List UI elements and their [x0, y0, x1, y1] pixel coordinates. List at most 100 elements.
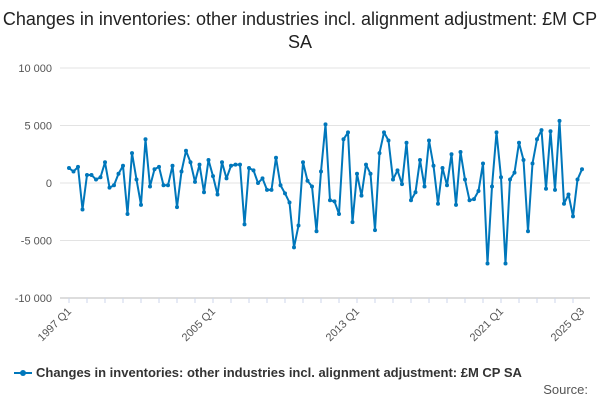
data-point: [229, 163, 233, 168]
data-point: [490, 184, 494, 189]
data-point: [76, 164, 80, 169]
data-point: [580, 167, 584, 172]
data-point: [287, 200, 292, 205]
data-point: [409, 198, 413, 203]
data-point: [332, 199, 337, 204]
data-point: [193, 179, 197, 184]
data-point: [427, 138, 431, 143]
data-point: [247, 166, 251, 171]
data-point: [512, 170, 517, 175]
data-point: [413, 190, 418, 195]
data-point: [116, 171, 121, 176]
data-point: [377, 151, 382, 156]
data-point: [571, 214, 575, 219]
data-point: [233, 162, 238, 167]
data-point: [418, 158, 422, 162]
data-point: [103, 160, 107, 165]
data-point: [476, 189, 481, 194]
data-point: [274, 155, 278, 160]
data-point: [319, 169, 323, 174]
data-point: [175, 205, 179, 210]
data-point: [292, 245, 296, 250]
data-point: [161, 183, 166, 188]
data-point: [521, 158, 526, 162]
data-point: [166, 183, 170, 188]
data-point: [539, 128, 544, 133]
data-point: [508, 177, 512, 182]
data-point: [134, 177, 139, 182]
data-point: [557, 118, 562, 123]
data-point: [202, 190, 206, 195]
source-label: Source:: [543, 382, 588, 397]
x-tick-label: 1997 Q1: [36, 306, 74, 344]
data-point: [548, 129, 553, 134]
data-point: [98, 175, 103, 180]
legend-label: Changes in inventories: other industries…: [36, 365, 522, 380]
data-point: [256, 181, 260, 185]
data-point: [449, 152, 454, 157]
data-point: [364, 162, 368, 167]
data-point: [467, 198, 472, 203]
legend-line-marker-icon: [14, 369, 32, 376]
data-point: [517, 140, 521, 145]
data-point: [328, 198, 332, 203]
data-point: [130, 151, 134, 156]
legend: Changes in inventories: other industries…: [14, 365, 522, 380]
y-tick-label: -10 000: [15, 293, 52, 305]
data-point: [445, 183, 449, 188]
data-point: [179, 169, 184, 174]
y-tick-label: -5 000: [21, 236, 52, 248]
data-point: [251, 168, 256, 173]
y-tick-label: 10 000: [18, 63, 52, 75]
data-point: [125, 212, 130, 217]
data-point: [436, 201, 440, 206]
data-point: [215, 192, 220, 197]
data-point: [305, 178, 310, 183]
data-point: [283, 191, 287, 196]
data-point: [544, 186, 548, 191]
data-point: [391, 177, 395, 182]
data-point: [454, 202, 458, 207]
data-point: [139, 202, 143, 207]
data-point: [184, 148, 188, 153]
data-point: [157, 164, 161, 169]
data-point: [535, 137, 539, 142]
data-point: [310, 184, 314, 189]
data-point: [458, 149, 463, 154]
data-point: [431, 163, 436, 168]
data-point: [575, 177, 580, 182]
x-tick-label: 2013 Q1: [324, 306, 362, 344]
x-tick-label: 2025 Q3: [549, 306, 587, 344]
data-point: [265, 187, 269, 192]
data-point: [499, 175, 503, 180]
data-point: [238, 162, 242, 167]
data-point: [148, 184, 152, 189]
data-point: [395, 168, 400, 173]
data-point: [346, 130, 350, 135]
data-point: [422, 184, 427, 189]
data-point: [71, 169, 76, 174]
data-point: [80, 207, 85, 212]
chart-title: Changes in inventories: other industries…: [2, 9, 598, 52]
data-point: [359, 193, 364, 198]
data-point: [152, 167, 157, 172]
data-point: [314, 229, 319, 234]
data-point: [530, 161, 535, 166]
data-point: [373, 228, 377, 233]
data-point: [350, 220, 355, 225]
data-point: [472, 197, 476, 202]
data-point: [188, 160, 193, 165]
data-point: [170, 163, 175, 168]
data-point: [94, 177, 98, 182]
y-tick-label: 0: [46, 178, 52, 190]
data-point: [368, 171, 373, 176]
data-point: [463, 177, 467, 182]
x-tick-label: 2005 Q1: [180, 306, 218, 344]
data-point: [323, 122, 328, 127]
data-point: [112, 183, 116, 188]
data-point: [89, 172, 94, 177]
data-point: [206, 158, 211, 162]
data-point: [242, 222, 247, 227]
data-point: [485, 261, 490, 266]
